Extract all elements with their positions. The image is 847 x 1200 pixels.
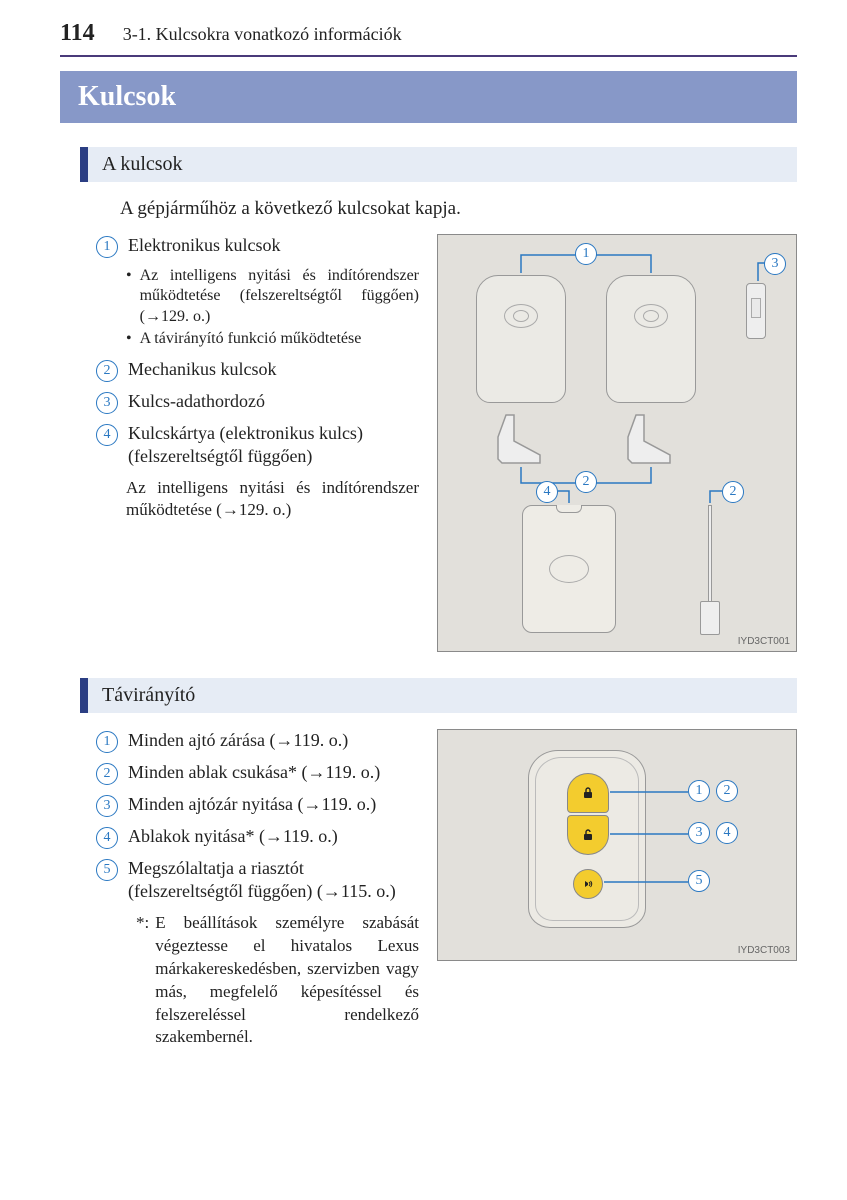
bullet-dot-icon: •: [126, 329, 132, 349]
list-item: 4 Kulcskártya (elektronikus kulcs) (fels…: [96, 422, 419, 469]
figure-callout-icon: 5: [688, 870, 710, 892]
list-item: 2 Mechanikus kulcsok: [96, 358, 419, 382]
header-rule: [60, 55, 797, 57]
subsection-heading-keys: A kulcsok: [80, 147, 797, 182]
lock-button-icon: [567, 773, 609, 813]
remote-fob-illustration: [528, 750, 646, 928]
list-item-label: Mechanikus kulcsok: [128, 358, 276, 382]
list-item: 3 Kulcs-adathordozó: [96, 390, 419, 414]
mechanical-key-illustration: [494, 407, 544, 465]
keys-intro: A gépjárműhöz a következő kulcsokat kapj…: [120, 198, 797, 220]
mechanical-key-thin-illustration: [698, 505, 722, 635]
list-item: 1 Minden ajtó zárása (→119. o.): [96, 729, 419, 753]
list-item-label: Elektronikus kulcsok: [128, 234, 280, 258]
figure-callout-icon: 1: [575, 243, 597, 265]
callout-number-icon: 1: [96, 236, 118, 258]
list-item: 5 Megszólaltatja a riasztót (felszerelts…: [96, 857, 419, 904]
sub-bullet-text: A távirányító funkció működtetése: [140, 329, 362, 349]
figure-callout-icon: 2: [716, 780, 738, 802]
list-item-label: Kulcskártya (elektronikus kulcs) (felsze…: [128, 422, 419, 469]
callout-number-icon: 3: [96, 392, 118, 414]
list-item: 1 Elektronikus kulcsok: [96, 234, 419, 258]
list-item-label: Minden ajtó zárása (→119. o.): [128, 729, 348, 753]
list-item-label: Ablakok nyitása* (→119. o.): [128, 825, 338, 849]
figure-callout-icon: 3: [688, 822, 710, 844]
page-title: Kulcsok: [60, 71, 797, 123]
figure-id: IYD3CT003: [738, 945, 790, 956]
mechanical-key-illustration: [624, 407, 674, 465]
figure-callout-icon: 4: [536, 481, 558, 503]
lexus-logo-icon: [504, 304, 538, 328]
lexus-logo-icon: [634, 304, 668, 328]
key-tag-illustration: [746, 283, 766, 339]
callout-number-icon: 4: [96, 827, 118, 849]
sub-bullet: • Az intelligens nyitási és indítórendsz…: [126, 266, 419, 327]
alarm-button-icon: [573, 869, 603, 899]
lexus-logo-icon: [549, 555, 589, 583]
section-label: 3-1. Kulcsokra vonatkozó információk: [123, 24, 402, 45]
list-item-label: Kulcs-adathordozó: [128, 390, 265, 414]
figure-id: IYD3CT001: [738, 636, 790, 647]
remote-figure: 1 2 3 4 5 IYD3CT003: [437, 729, 797, 961]
figure-callout-icon: 1: [688, 780, 710, 802]
figure-callout-icon: 4: [716, 822, 738, 844]
figure-callout-icon: 2: [575, 471, 597, 493]
figure-callout-icon: 3: [764, 253, 786, 275]
unlock-button-icon: [567, 815, 609, 855]
list-item-label: Megszólaltatja a riasztót (felszereltség…: [128, 857, 419, 904]
list-item: 2 Minden ablak csukása* (→119. o.): [96, 761, 419, 785]
figure-callout-icon: 2: [722, 481, 744, 503]
keyfob-illustration: [606, 275, 696, 403]
sub-bullet-text: Az intelligens nyitási és indítórendszer…: [140, 266, 419, 327]
callout-number-icon: 3: [96, 795, 118, 817]
sub-bullet: • A távirányító funkció működtetése: [126, 329, 419, 349]
callout-number-icon: 2: [96, 360, 118, 382]
callout-number-icon: 1: [96, 731, 118, 753]
footnote-text: E beállítások személyre szabását végezte…: [155, 912, 419, 1050]
footnote-mark: *:: [136, 912, 149, 1050]
page-header: 114 3-1. Kulcsokra vonatkozó információk: [60, 20, 797, 47]
list-item-label: Minden ajtózár nyitása (→119. o.): [128, 793, 376, 817]
list-item-label: Minden ablak csukása* (→119. o.): [128, 761, 380, 785]
keys-figure: 1 2 3 4 2 IYD3CT001: [437, 234, 797, 652]
keyfob-illustration: [476, 275, 566, 403]
page-number: 114: [60, 20, 95, 47]
bullet-dot-icon: •: [126, 266, 132, 327]
callout-number-icon: 2: [96, 763, 118, 785]
callout-number-icon: 5: [96, 859, 118, 881]
callout-number-icon: 4: [96, 424, 118, 446]
subsection-heading-remote: Távirányító: [80, 678, 797, 713]
footnote: *: E beállítások személyre szabását vége…: [136, 912, 419, 1050]
list-item: 4 Ablakok nyitása* (→119. o.): [96, 825, 419, 849]
keycard-illustration: [522, 505, 616, 633]
list-item: 3 Minden ajtózár nyitása (→119. o.): [96, 793, 419, 817]
list-item-note: Az intelligens nyitási és indítórendszer…: [126, 477, 419, 521]
